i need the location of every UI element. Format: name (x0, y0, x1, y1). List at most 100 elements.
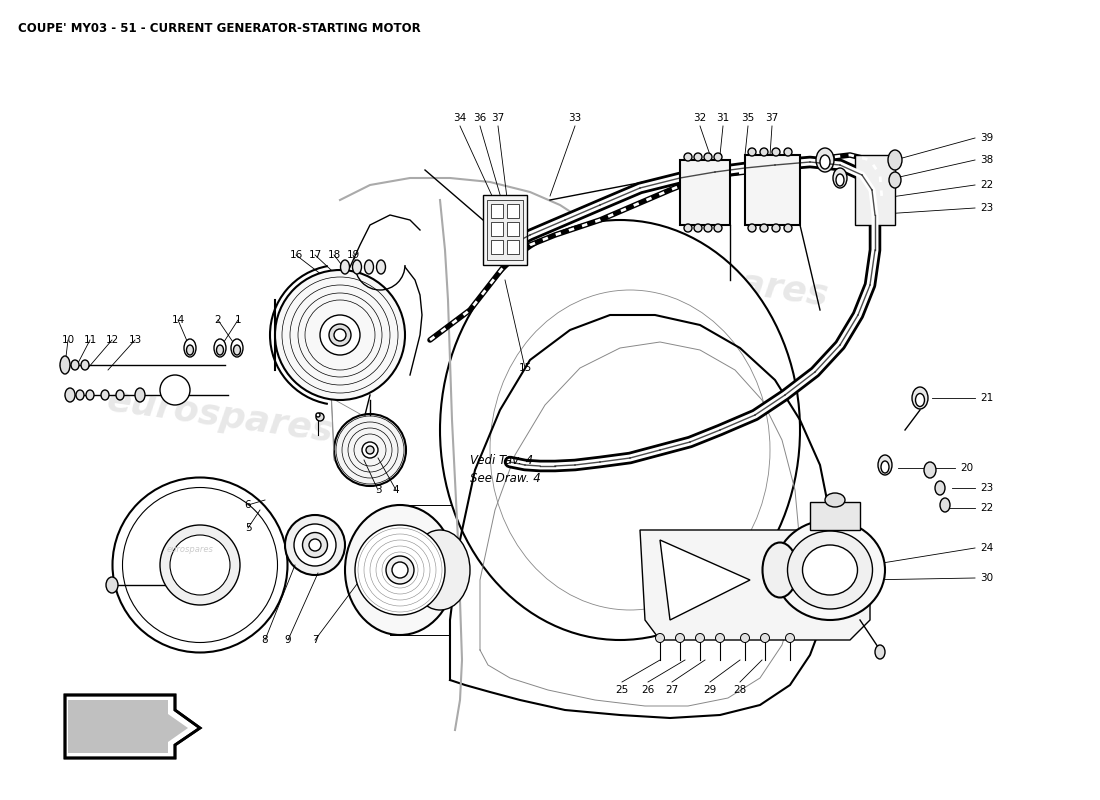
Ellipse shape (72, 360, 79, 370)
Text: 31: 31 (716, 113, 729, 123)
Ellipse shape (881, 461, 889, 473)
Polygon shape (68, 700, 188, 753)
Polygon shape (640, 530, 870, 640)
Ellipse shape (364, 260, 374, 274)
Ellipse shape (788, 531, 872, 609)
Text: eurospares: eurospares (104, 383, 336, 449)
Text: 34: 34 (453, 113, 466, 123)
Ellipse shape (940, 498, 950, 512)
Ellipse shape (675, 634, 684, 642)
Ellipse shape (762, 542, 798, 598)
Ellipse shape (366, 446, 374, 454)
Ellipse shape (320, 315, 360, 355)
Ellipse shape (81, 360, 89, 370)
Ellipse shape (836, 174, 844, 186)
Ellipse shape (760, 148, 768, 156)
Text: 22: 22 (980, 180, 993, 190)
Ellipse shape (362, 442, 378, 458)
Ellipse shape (714, 224, 722, 232)
Text: 9: 9 (285, 635, 292, 645)
Text: 25: 25 (615, 685, 628, 695)
Ellipse shape (784, 224, 792, 232)
Text: 5: 5 (244, 523, 251, 533)
Bar (810, 502, 860, 530)
Ellipse shape (345, 505, 455, 635)
Ellipse shape (334, 329, 346, 341)
Text: 21: 21 (980, 393, 993, 403)
Ellipse shape (86, 390, 94, 400)
Ellipse shape (684, 224, 692, 232)
Text: 18: 18 (328, 250, 341, 260)
Text: 10: 10 (62, 335, 75, 345)
Ellipse shape (816, 148, 834, 172)
Ellipse shape (440, 220, 800, 640)
Text: eurospares: eurospares (600, 247, 830, 313)
Ellipse shape (803, 545, 858, 595)
Ellipse shape (329, 324, 351, 346)
Bar (483, 195, 527, 265)
Ellipse shape (915, 394, 924, 406)
Text: 2: 2 (214, 315, 221, 325)
Ellipse shape (760, 224, 768, 232)
Text: 3: 3 (375, 485, 382, 495)
Ellipse shape (341, 260, 350, 274)
Ellipse shape (355, 525, 446, 615)
Text: 39: 39 (980, 133, 993, 143)
Ellipse shape (386, 556, 414, 584)
Ellipse shape (285, 515, 345, 575)
Ellipse shape (825, 493, 845, 507)
Ellipse shape (294, 524, 335, 566)
Bar (507, 240, 519, 254)
Text: 27: 27 (666, 685, 679, 695)
Text: 37: 37 (492, 113, 505, 123)
Text: 29: 29 (703, 685, 716, 695)
Ellipse shape (776, 520, 886, 620)
Text: 28: 28 (734, 685, 747, 695)
Ellipse shape (889, 172, 901, 188)
Ellipse shape (704, 224, 712, 232)
Text: 37: 37 (766, 113, 779, 123)
Ellipse shape (784, 148, 792, 156)
Polygon shape (450, 315, 832, 718)
Ellipse shape (135, 388, 145, 402)
Ellipse shape (101, 390, 109, 400)
Text: 16: 16 (289, 250, 302, 260)
Ellipse shape (233, 345, 241, 355)
Ellipse shape (76, 390, 84, 400)
Text: 33: 33 (569, 113, 582, 123)
Text: COUPE' MY03 - 51 - CURRENT GENERATOR-STARTING MOTOR: COUPE' MY03 - 51 - CURRENT GENERATOR-STA… (18, 22, 420, 35)
Ellipse shape (772, 148, 780, 156)
Ellipse shape (833, 168, 847, 188)
Ellipse shape (376, 260, 385, 274)
Polygon shape (660, 540, 750, 620)
Ellipse shape (65, 388, 75, 402)
Text: 26: 26 (641, 685, 654, 695)
Ellipse shape (217, 345, 223, 355)
Ellipse shape (106, 577, 118, 593)
Bar (507, 204, 519, 218)
Ellipse shape (748, 224, 756, 232)
Ellipse shape (924, 462, 936, 478)
Ellipse shape (785, 634, 794, 642)
Ellipse shape (760, 634, 770, 642)
Text: 1: 1 (234, 315, 241, 325)
Ellipse shape (316, 413, 320, 417)
Text: 23: 23 (980, 203, 993, 213)
Bar (487, 200, 522, 260)
Bar (745, 155, 800, 225)
Text: 36: 36 (473, 113, 486, 123)
Ellipse shape (316, 413, 324, 421)
Ellipse shape (820, 155, 830, 169)
Text: 4: 4 (393, 485, 399, 495)
Ellipse shape (214, 339, 225, 357)
Ellipse shape (912, 387, 928, 409)
Ellipse shape (116, 390, 124, 400)
Polygon shape (65, 695, 200, 758)
Text: 22: 22 (980, 503, 993, 513)
Bar (680, 160, 730, 225)
Ellipse shape (170, 535, 230, 595)
Ellipse shape (60, 356, 70, 374)
Ellipse shape (772, 224, 780, 232)
Ellipse shape (410, 530, 470, 610)
Ellipse shape (352, 260, 362, 274)
